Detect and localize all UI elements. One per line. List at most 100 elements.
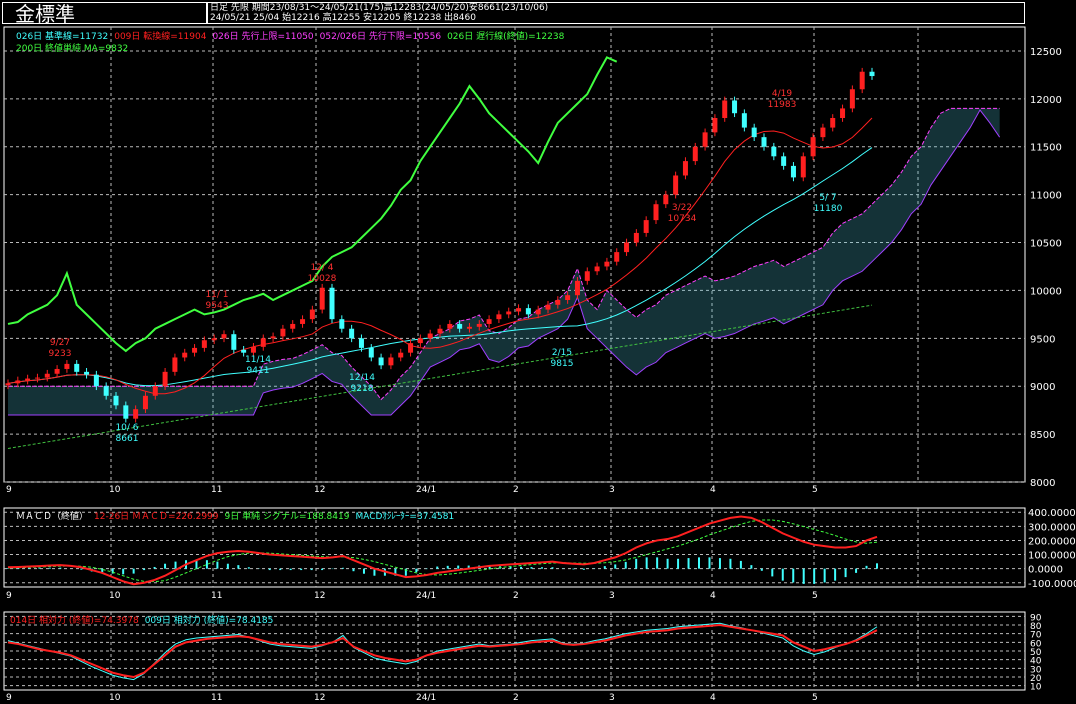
macd-legend-item: 12-26日 ＭＡＣＤ=226.2999 <box>94 512 219 522</box>
candle-body <box>447 323 453 329</box>
y-tick-label: 40 <box>1030 657 1042 667</box>
candle-body <box>152 386 158 396</box>
price-annotation-value: 9218 <box>351 384 374 394</box>
candle-body <box>545 304 551 310</box>
y-tick-label: 8500 <box>1030 430 1055 441</box>
x-tick-label: 10 <box>109 591 121 601</box>
candle-body <box>732 100 738 114</box>
candle-body <box>34 377 40 379</box>
price-annotation-value: 9815 <box>551 359 574 369</box>
candle-body <box>781 156 787 166</box>
y-tick-label: 20 <box>1030 674 1042 684</box>
price-annotation-date: 9/27 <box>50 338 70 348</box>
candle-body <box>555 300 561 305</box>
ma-legend-item: 200日 終値単純 MA=9832 <box>16 44 129 54</box>
candle-body <box>64 363 70 369</box>
candle-body <box>54 368 60 374</box>
price-annotation-value: 10028 <box>308 274 337 284</box>
candle-body <box>663 194 669 205</box>
x-tick-label: 5 <box>812 693 818 703</box>
x-tick-label: 10 <box>109 693 121 703</box>
candle-body <box>192 347 198 353</box>
candle-body <box>437 328 443 334</box>
senkou-span-b-line <box>8 109 1001 416</box>
price-annotation-date: 11/14 <box>245 355 271 365</box>
y-tick-label: 200.0000 <box>1028 536 1076 547</box>
candle-body <box>761 137 767 147</box>
candle-body <box>290 323 296 329</box>
candle-body <box>142 395 148 410</box>
candle-body <box>790 165 796 178</box>
y-tick-label: 30 <box>1030 665 1042 675</box>
macd-legend-item: 9日 単純 シグナル=188.8419 <box>224 512 350 522</box>
y-tick-label: 11000 <box>1030 191 1062 202</box>
candle-body <box>565 295 571 300</box>
candle-body <box>643 220 649 233</box>
price-annotation-value: 11180 <box>814 204 843 214</box>
y-tick-label: 12000 <box>1030 95 1062 106</box>
x-tick-label: 12 <box>314 693 325 703</box>
macd-line <box>7 515 878 586</box>
ma200-line <box>7 304 873 449</box>
candle-body <box>594 266 600 272</box>
candle-body <box>349 328 355 339</box>
candle-body <box>133 409 139 419</box>
candle-body <box>319 287 325 310</box>
x-tick-label: 9 <box>6 693 12 703</box>
candle-body <box>309 309 315 320</box>
candle-body <box>417 338 423 344</box>
candle-body <box>162 371 168 387</box>
candle-body <box>84 371 90 375</box>
ichimoku-legend-item: 009日 転換線=11904 <box>114 32 207 42</box>
candle-body <box>476 323 482 327</box>
candle-body <box>624 242 630 253</box>
candle-body <box>339 319 345 329</box>
x-tick-label: 24/1 <box>416 693 436 703</box>
x-tick-label: 4 <box>710 693 716 703</box>
candle-body <box>280 328 286 337</box>
period-info: 日足 先限 期間23/08/31～24/05/21(175)高12283(24/… <box>210 3 549 13</box>
x-tick-label: 12 <box>314 485 325 495</box>
chikou-span-line <box>7 56 618 353</box>
candle-body <box>535 309 541 315</box>
price-annotation-date: 2/15 <box>552 348 572 358</box>
candle-body <box>722 100 728 118</box>
macd-legend-item: MACDｵｼﾚｰﾀｰ=37.4581 <box>355 512 455 522</box>
x-tick-label: 11 <box>211 485 222 495</box>
x-tick-label: 3 <box>609 693 615 703</box>
candle-body <box>614 252 620 262</box>
x-tick-label: 4 <box>710 485 716 495</box>
macd-signal-line <box>7 519 878 583</box>
candle-body <box>103 386 109 396</box>
price-annotation-date: 12/ 4 <box>310 263 333 273</box>
candle-body <box>25 378 31 381</box>
tenkan-sen-line <box>7 117 873 395</box>
rsi-legend-item: 014日 相対力 (終値)=74.3978 <box>10 616 139 626</box>
candle-body <box>604 261 610 267</box>
candle-body <box>771 146 777 157</box>
y-tick-label: 10 <box>1030 683 1042 693</box>
candle-body <box>653 204 659 221</box>
candle-body <box>673 175 679 195</box>
candle-body <box>250 346 256 353</box>
candle-body <box>741 113 747 128</box>
candle-body <box>692 146 698 162</box>
y-tick-label: 90 <box>1030 613 1042 623</box>
candle-body <box>840 108 846 118</box>
x-tick-label: 11 <box>211 591 222 601</box>
candle-body <box>584 271 590 281</box>
candle-body <box>525 308 531 315</box>
candle-body <box>300 319 306 324</box>
candle-body <box>329 287 335 320</box>
x-tick-label: 3 <box>609 591 615 601</box>
y-tick-label: 9000 <box>1030 382 1055 393</box>
rsi14-line <box>7 623 878 679</box>
ichimoku-cloud <box>8 108 1000 415</box>
y-tick-label: 10500 <box>1030 239 1062 250</box>
candle-body <box>712 118 718 133</box>
x-tick-label: 24/1 <box>416 591 436 601</box>
candle-body <box>751 127 757 138</box>
macd-legend-item: ＭＡＣＤ（終値） <box>16 512 89 522</box>
x-tick-label: 10 <box>109 485 121 495</box>
